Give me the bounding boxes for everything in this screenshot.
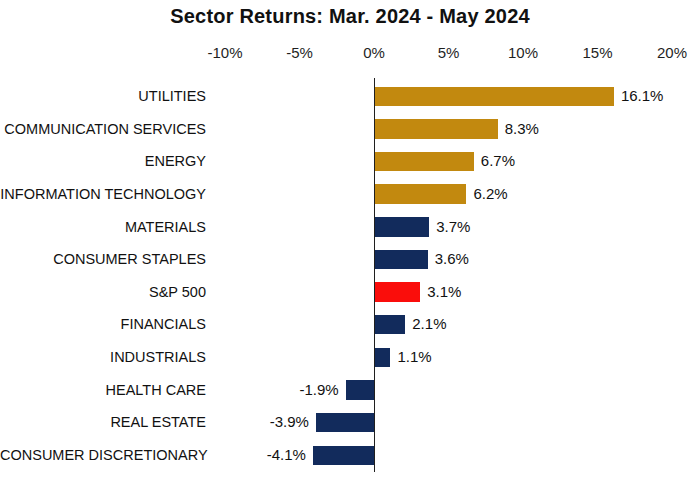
- value-label-energy: 6.7%: [481, 145, 515, 178]
- plot-area-row: 8.3%: [212, 113, 700, 146]
- x-tick-5: 5%: [438, 44, 460, 61]
- row-s-p-500: S&P 500 3.1%: [0, 276, 700, 309]
- category-label-s-p-500: S&P 500: [0, 276, 206, 309]
- plot-area-row: 6.2%: [212, 178, 700, 211]
- plot-area-row: 1.1%: [212, 341, 700, 374]
- value-label-communication-services: 8.3%: [505, 113, 539, 146]
- value-label-financials: 2.1%: [412, 308, 446, 341]
- bar-health-care: [346, 380, 374, 400]
- category-label-energy: ENERGY: [0, 145, 206, 178]
- bar-materials: [374, 217, 429, 237]
- plot-area-row: 2.1%: [212, 308, 700, 341]
- row-energy: ENERGY 6.7%: [0, 145, 700, 178]
- category-label-materials: MATERIALS: [0, 211, 206, 244]
- x-tick-0: 0%: [363, 44, 385, 61]
- sector-returns-bar-chart: Sector Returns: Mar. 2024 - May 2024 -10…: [0, 0, 700, 488]
- bar-information-technology: [374, 184, 466, 204]
- value-label-consumer-discretionary: -4.1%: [267, 439, 306, 472]
- bar-financials: [374, 315, 405, 335]
- row-financials: FINANCIALS 2.1%: [0, 308, 700, 341]
- value-label-industrials: 1.1%: [397, 341, 431, 374]
- plot-area-row: -4.1%: [212, 439, 700, 472]
- value-label-health-care: -1.9%: [300, 374, 339, 407]
- row-consumer-discretionary: CONSUMER DISCRETIONARY -4.1%: [0, 439, 700, 472]
- plot-area-row: 3.6%: [212, 243, 700, 276]
- plot-area-row: -3.9%: [212, 406, 700, 439]
- category-label-information-technology: INFORMATION TECHNOLOGY: [0, 178, 206, 211]
- plot-area-row: 3.7%: [212, 211, 700, 244]
- bar-industrials: [374, 348, 390, 368]
- bar-real-estate: [316, 413, 374, 433]
- row-communication-services: COMMUNICATION SERVICES 8.3%: [0, 113, 700, 146]
- row-health-care: HEALTH CARE -1.9%: [0, 374, 700, 407]
- x-tick-10: -10%: [207, 44, 242, 61]
- zero-axis-line: [374, 78, 376, 472]
- plot-area-row: 16.1%: [212, 80, 700, 113]
- value-label-materials: 3.7%: [436, 211, 470, 244]
- bar-consumer-staples: [374, 250, 428, 270]
- category-label-communication-services: COMMUNICATION SERVICES: [0, 113, 206, 146]
- value-label-real-estate: -3.9%: [270, 406, 309, 439]
- value-label-s-p-500: 3.1%: [427, 276, 461, 309]
- value-label-information-technology: 6.2%: [473, 178, 507, 211]
- bar-communication-services: [374, 119, 498, 139]
- value-label-consumer-staples: 3.6%: [435, 243, 469, 276]
- row-industrials: INDUSTRIALS 1.1%: [0, 341, 700, 374]
- plot-area-row: -1.9%: [212, 374, 700, 407]
- category-label-health-care: HEALTH CARE: [0, 374, 206, 407]
- x-axis-tick-labels: -10%-5%0%5%10%15%20%: [212, 44, 700, 64]
- row-materials: MATERIALS 3.7%: [0, 211, 700, 244]
- category-label-consumer-discretionary: CONSUMER DISCRETIONARY: [0, 439, 206, 472]
- row-consumer-staples: CONSUMER STAPLES 3.6%: [0, 243, 700, 276]
- bar-utilities: [374, 87, 614, 107]
- plot-area-row: 3.1%: [212, 276, 700, 309]
- bar-consumer-discretionary: [313, 446, 374, 466]
- category-label-financials: FINANCIALS: [0, 308, 206, 341]
- x-tick-15: 15%: [582, 44, 612, 61]
- category-label-industrials: INDUSTRIALS: [0, 341, 206, 374]
- row-utilities: UTILITIES 16.1%: [0, 80, 700, 113]
- x-tick-20: 20%: [657, 44, 687, 61]
- x-tick-10: 10%: [508, 44, 538, 61]
- category-label-consumer-staples: CONSUMER STAPLES: [0, 243, 206, 276]
- category-label-utilities: UTILITIES: [0, 80, 206, 113]
- value-label-utilities: 16.1%: [621, 80, 664, 113]
- x-tick-5: -5%: [286, 44, 313, 61]
- row-information-technology: INFORMATION TECHNOLOGY 6.2%: [0, 178, 700, 211]
- plot-area-row: 6.7%: [212, 145, 700, 178]
- bar-rows: UTILITIES 16.1% COMMUNICATION SERVICES 8.3%…: [0, 80, 700, 472]
- row-real-estate: REAL ESTATE -3.9%: [0, 406, 700, 439]
- chart-title: Sector Returns: Mar. 2024 - May 2024: [0, 5, 700, 28]
- bar-s-p-500: [374, 282, 420, 302]
- bar-energy: [374, 152, 474, 172]
- category-label-real-estate: REAL ESTATE: [0, 406, 206, 439]
